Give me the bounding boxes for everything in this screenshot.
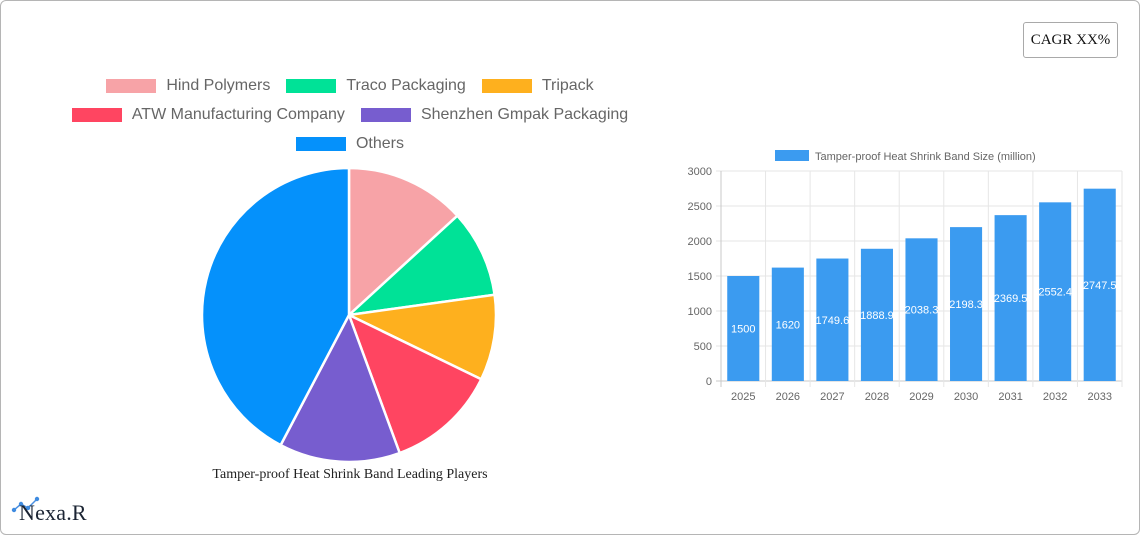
legend-label: Tripack	[541, 77, 594, 94]
y-tick-label: 500	[694, 341, 712, 353]
bar-legend[interactable]: Tamper-proof Heat Shrink Band Size (mill…	[775, 150, 1036, 163]
bar-value-label: 2369.5	[994, 293, 1028, 305]
legend-swatch	[71, 108, 122, 122]
cagr-label: CAGR XX%	[1030, 31, 1111, 48]
pie-legend-row-2: ATW Manufacturing Company Shenzhen Gmpak…	[1, 106, 699, 124]
cagr-badge[interactable]: CAGR XX%	[1023, 22, 1118, 58]
bar-legend-label: Tamper-proof Heat Shrink Band Size (mill…	[815, 151, 1036, 163]
bar-value-label: 1749.6	[816, 315, 850, 327]
legend-label: Others	[355, 135, 404, 152]
pie-slice-traco-packaging[interactable]	[345, 213, 497, 317]
y-tick-label: 1500	[688, 271, 712, 283]
bar-2031[interactable]	[994, 215, 1027, 381]
x-tick-label: 2025	[731, 391, 755, 403]
pie-slice-others[interactable]	[200, 166, 351, 447]
pie-legend-row-1: Hind Polymers Traco Packaging Tripack	[1, 77, 699, 95]
logo: Nexa.R	[11, 496, 101, 530]
legend-label: Hind Polymers	[166, 77, 271, 94]
bar-2025[interactable]	[727, 276, 760, 381]
legend-swatch	[295, 137, 346, 151]
legend-swatch	[106, 79, 157, 93]
bar-legend-swatch	[775, 150, 809, 161]
legend-label: Shenzhen Gmpak Packaging	[420, 106, 629, 123]
logo-text: Nexa.R	[19, 500, 87, 525]
pie-chart-title: Tamper-proof Heat Shrink Band Leading Pl…	[212, 467, 488, 482]
legend-item-traco-packaging[interactable]: Traco Packaging	[286, 77, 466, 95]
x-tick-label: 2027	[820, 391, 844, 403]
x-tick-label: 2029	[909, 391, 933, 403]
legend-item-others[interactable]: Others	[295, 135, 404, 153]
x-tick-label: 2028	[865, 391, 889, 403]
legend-swatch	[286, 79, 337, 93]
y-tick-label: 2000	[688, 236, 712, 248]
x-tick-label: 2033	[1087, 391, 1111, 403]
bar-2029[interactable]	[905, 238, 938, 381]
bar-value-label: 1620	[776, 319, 800, 331]
pie-legend-row-3: Others	[1, 135, 699, 153]
bar-2028[interactable]	[860, 248, 893, 381]
pie-slice-shenzhen-gmpak-packaging[interactable]	[278, 311, 402, 464]
pie-slice-hind-polymers[interactable]	[347, 166, 460, 318]
legend-label: Traco Packaging	[346, 77, 466, 94]
y-tick-label: 2500	[688, 201, 712, 213]
pie-slice-atw-manufacturing-company[interactable]	[346, 312, 483, 455]
legend-item-tripack[interactable]: Tripack	[481, 77, 594, 95]
x-tick-label: 2030	[954, 391, 978, 403]
legend-swatch	[360, 108, 411, 122]
legend-item-shenzhen-gmpak[interactable]: Shenzhen Gmpak Packaging	[360, 106, 629, 124]
bar-value-label: 1500	[731, 324, 755, 336]
logo-network-icon	[11, 496, 40, 513]
bar-chart: Tamper-proof Heat Shrink Band Size (mill…	[688, 150, 1123, 403]
bar-series: 1500 1620 1749.6 1888.9 2038.3 2198.3 2369.5 25…	[727, 188, 1117, 381]
bar-2030[interactable]	[950, 227, 983, 381]
legend-label: ATW Manufacturing Company	[131, 106, 345, 123]
x-tick-label: 2032	[1043, 391, 1067, 403]
bar-2032[interactable]	[1039, 202, 1072, 381]
x-tick-label: 2026	[776, 391, 800, 403]
bar-2027[interactable]	[816, 258, 849, 381]
bar-value-label: 1888.9	[860, 310, 894, 322]
legend-swatch	[481, 79, 532, 93]
y-tick-label: 0	[706, 376, 712, 388]
bar-2026[interactable]	[771, 267, 804, 381]
bar-value-label: 2552.4	[1038, 287, 1072, 299]
y-tick-label: 1000	[688, 306, 712, 318]
pie-chart	[200, 166, 498, 464]
bar-value-label: 2747.5	[1083, 280, 1117, 292]
y-tick-label: 3000	[688, 166, 712, 178]
bar-2033[interactable]	[1083, 188, 1116, 381]
bar-value-label: 2198.3	[949, 299, 983, 311]
legend-item-hind-polymers[interactable]: Hind Polymers	[106, 77, 270, 95]
pie-slice-tripack[interactable]	[344, 293, 498, 381]
x-tick-label: 2031	[998, 391, 1022, 403]
bar-value-label: 2038.3	[905, 305, 939, 317]
legend-item-atw-manufacturing[interactable]: ATW Manufacturing Company	[71, 106, 345, 124]
